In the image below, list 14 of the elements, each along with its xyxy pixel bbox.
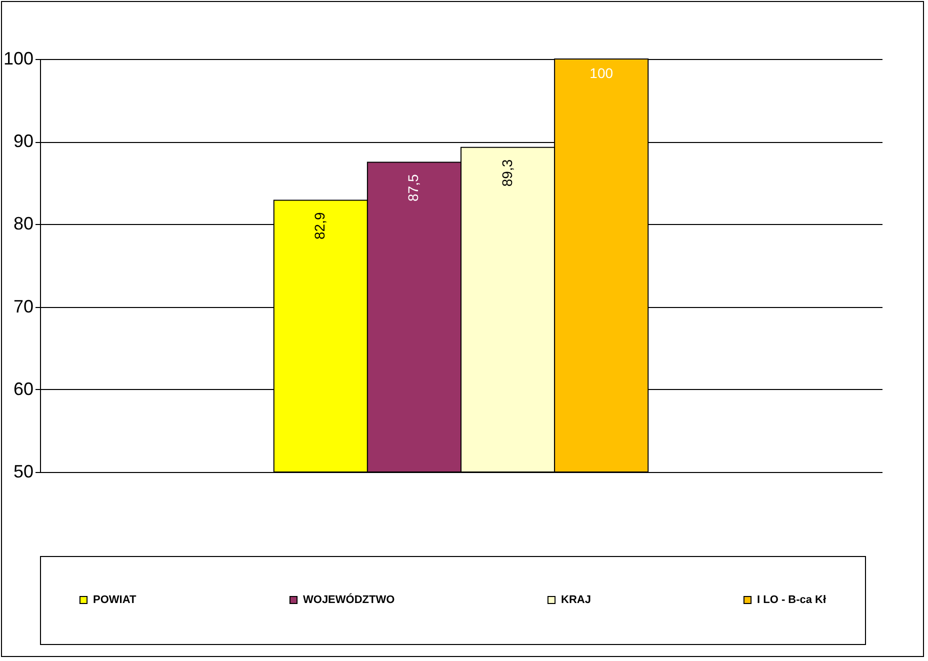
y-tick-label: 70 xyxy=(13,296,34,316)
y-tick-label: 50 xyxy=(13,462,34,482)
legend-label: WOJEWÓDZTWO xyxy=(303,592,396,606)
y-tick-label: 80 xyxy=(13,214,34,234)
y-tick-label: 100 xyxy=(3,48,34,68)
y-tick-label: 60 xyxy=(13,378,34,399)
y-tick-label: 90 xyxy=(13,131,34,152)
legend-label: KRAJ xyxy=(561,594,591,606)
data-label: 82,9 xyxy=(312,212,328,240)
data-label: 89,3 xyxy=(498,159,515,187)
legend-label: POWIAT xyxy=(93,594,136,606)
data-label: 87,5 xyxy=(405,174,422,202)
legend-label: I LO - B-ca Kł xyxy=(757,594,826,606)
data-label: 100 xyxy=(590,65,614,81)
